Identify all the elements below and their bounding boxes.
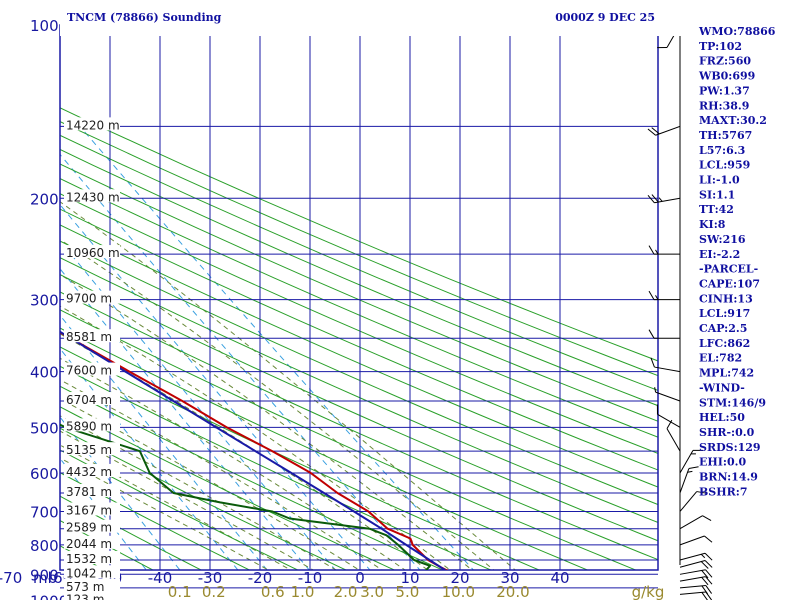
height-label-200: 12430 m [66,190,120,204]
height-label-450: 6704 m [66,393,112,407]
station-title: TNCM (78866) Sounding [67,11,222,24]
index-line: EI:-2.2 [699,248,740,261]
pressure-tick-400: 400 [30,364,59,382]
index-line: CAPE:107 [699,277,760,290]
pressure-tick-800: 800 [30,537,59,555]
index-line: TH:5767 [699,129,752,142]
index-line: WMO:78866 [698,25,776,38]
index-line: SW:216 [699,233,746,246]
index-line: MAXT:30.2 [699,114,767,127]
wind-barb-flag [703,516,712,521]
index-line: SRDS:129 [699,441,761,454]
wind-barb-875 [680,561,712,569]
index-line: CAP:2.5 [699,322,747,335]
height-label-150: 14220 m [66,118,120,132]
height-label-300: 9700 m [66,292,112,306]
pressure-tick-300: 300 [30,292,59,310]
wind-barb-staff [680,536,704,545]
wind-barb-staff [667,429,680,452]
index-line: WB0:699 [698,70,755,83]
index-line: FRZ:560 [699,55,751,68]
wind-barb-500 [657,404,680,427]
height-label-750: 2589 m [66,521,112,535]
wind-barb-staff [656,392,680,401]
wind-barb-850 [680,553,712,560]
plot-area [60,25,658,570]
index-line: LFC:862 [699,337,750,350]
index-line: -WIND- [699,381,745,394]
index-line: LI:-1.0 [699,174,740,187]
mixing-ratio-tick: 0.2 [202,583,226,600]
pressure-tick-600: 600 [30,465,59,483]
temperature-tick: -70 [0,569,22,587]
height-label-350: 8581 m [66,330,112,344]
pressure-tick-100: 100 [30,17,59,35]
wind-barb-staff [680,492,697,512]
index-line: BRN:14.9 [699,471,758,484]
index-line: L57:6.3 [699,144,745,157]
pressure-tick-500: 500 [30,419,59,437]
index-line: LCL:917 [699,307,750,320]
mixing-ratio-tick: 10.0 [442,583,475,600]
height-label-550: 5135 m [66,443,112,457]
wind-barb-flag [659,198,662,202]
height-label-500: 5890 m [66,419,112,433]
wind-barb-550 [667,420,680,451]
index-line: MPL:742 [699,367,754,380]
index-line: CINH:13 [699,292,753,305]
index-line: PW:1.37 [699,84,750,97]
wind-barb-925 [680,577,712,585]
height-label-800: 2044 m [66,537,112,551]
mixing-ratio-tick: 3.0 [360,583,384,600]
height-label-250: 10960 m [66,246,120,260]
index-line: TP:102 [699,40,742,53]
height-label-650: 3781 m [66,485,112,499]
index-line: EL:782 [699,352,742,365]
index-line: RH:38.9 [699,99,749,112]
pressure-tick-1000: 1000 [30,593,68,600]
wind-barb-750 [680,516,711,529]
mixing-ratio-tick: 1.0 [291,583,315,600]
wind-barb-flag [701,554,705,557]
mixing-ratio-tick: 0.6 [261,583,285,600]
index-line: EHI:0.0 [699,456,746,469]
mixing-ratio-tick: 20.0 [496,583,529,600]
index-line: TT:42 [699,203,734,216]
height-label-850: 1532 m [66,552,112,566]
wind-barb-800 [680,536,712,545]
height-label-400: 7600 m [66,364,112,378]
wind-barb-flag [689,467,699,469]
mixing-ratio-tick: 5.0 [395,583,419,600]
index-line: -PARCEL- [699,263,758,276]
pressure-tick-200: 200 [30,190,59,208]
wind-barb-flag [704,536,712,542]
temperature-tick: 40 [550,569,569,587]
wind-barb-staff [680,516,703,529]
height-label-1000: 123 m [66,593,104,600]
height-label-900: 1042 m [66,566,112,580]
index-line: SHR-:0.0 [699,426,755,439]
mixing-ratio-tick: 2.0 [334,583,358,600]
index-line: STM:146/9 [699,396,766,409]
wind-barb-900 [680,570,712,578]
index-line: LCL:959 [699,159,750,172]
pressure-unit-label: mb [33,569,57,587]
index-line: BSHR:7 [699,485,748,498]
wind-barb-flag [705,553,712,560]
mixing-ratio-tick: 0.1 [168,583,192,600]
index-line: KI:8 [699,218,726,231]
height-label-700: 3167 m [66,503,112,517]
pressure-tick-700: 700 [30,503,59,521]
index-line: HEL:50 [699,411,745,424]
height-label-600: 4432 m [66,465,112,479]
index-line: SI:1.1 [699,188,735,201]
mixing-ratio-unit: g/kg [632,583,665,600]
sounding-time: 0000Z 9 DEC 25 [555,11,655,24]
wind-barb-650 [680,467,699,493]
